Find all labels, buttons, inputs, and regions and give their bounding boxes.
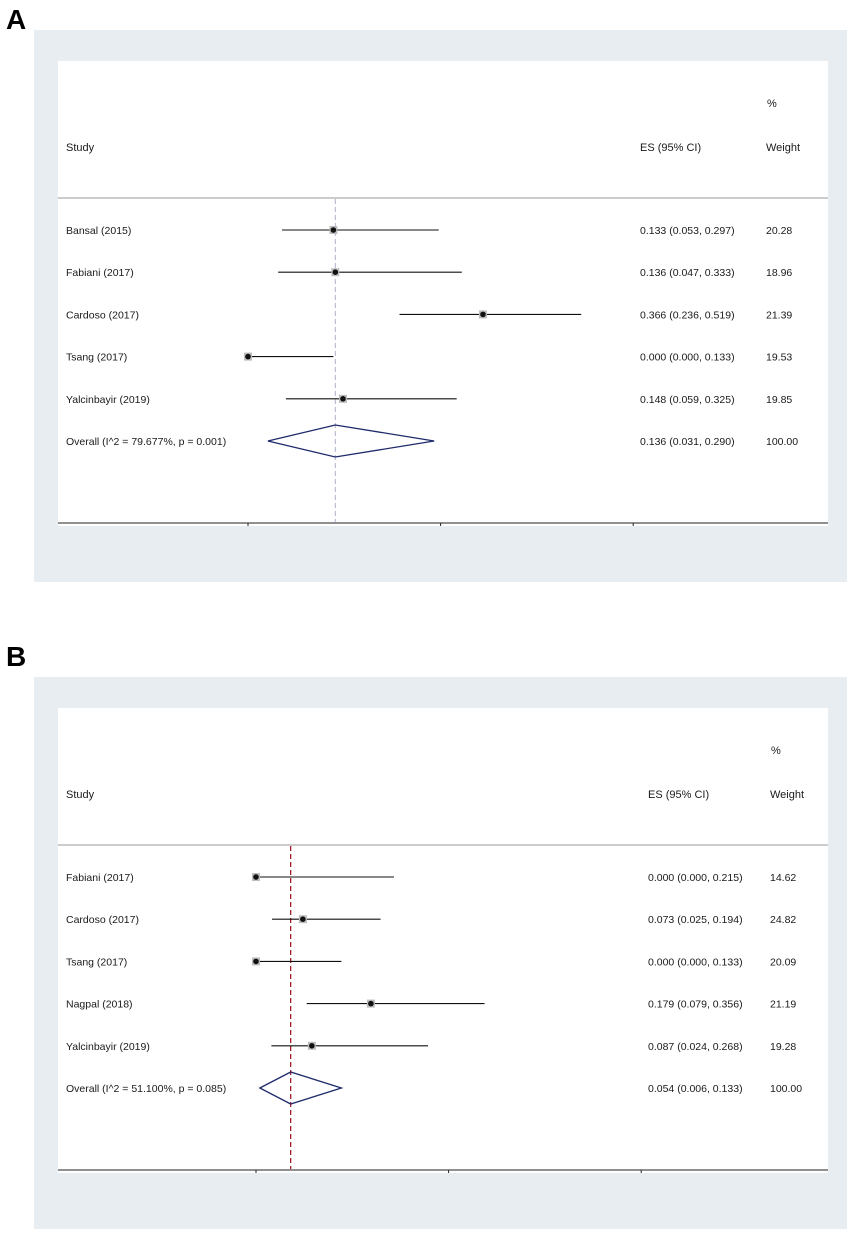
plot-area (58, 61, 828, 526)
study-label: Nagpal (2018) (66, 999, 133, 1011)
study-es-ci: 0.133 (0.053, 0.297) (640, 225, 735, 237)
study-weight: 21.19 (770, 999, 796, 1011)
study-es-ci: 0.073 (0.025, 0.194) (648, 914, 743, 926)
study-label: Cardoso (2017) (66, 309, 139, 321)
study-label: Fabiani (2017) (66, 267, 134, 279)
study-es-ci: 0.000 (0.000, 0.215) (648, 872, 743, 884)
study-es-ci: 0.366 (0.236, 0.519) (640, 309, 735, 321)
study-label: Yalcinbayir (2019) (66, 394, 150, 406)
study-weight: 24.82 (770, 914, 796, 926)
study-weight: 18.96 (766, 267, 792, 279)
study-es-ci: 0.000 (0.000, 0.133) (640, 352, 735, 364)
overall-diamond (267, 424, 435, 458)
study-es-ci: 0.148 (0.059, 0.325) (640, 394, 735, 406)
overall-weight: 100.00 (770, 1083, 802, 1095)
overall-es-ci: 0.136 (0.031, 0.290) (640, 436, 735, 448)
header-weight: Weight (766, 142, 800, 154)
overall-diamond (258, 1071, 344, 1105)
panel-a-letter: A (6, 4, 27, 35)
header-weight: Weight (770, 789, 804, 801)
point-estimate (332, 269, 339, 275)
study-label: Fabiani (2017) (66, 872, 134, 884)
point-estimate (340, 396, 346, 402)
overall-label: Overall (I^2 = 79.677%, p = 0.001) (66, 436, 226, 448)
header-es: ES (95% CI) (640, 142, 701, 154)
study-weight: 19.28 (770, 1041, 796, 1053)
study-es-ci: 0.087 (0.024, 0.268) (648, 1041, 743, 1053)
study-label: Tsang (2017) (66, 956, 127, 968)
study-weight: 20.09 (770, 956, 796, 968)
overall-label: Overall (I^2 = 51.100%, p = 0.085) (66, 1083, 226, 1095)
panel-b-letter: B (6, 641, 27, 672)
study-weight: 20.28 (766, 225, 792, 237)
study-weight: 14.62 (770, 872, 796, 884)
point-estimate (253, 874, 259, 880)
point-estimate (309, 1043, 315, 1049)
study-es-ci: 0.179 (0.079, 0.356) (648, 999, 743, 1011)
study-weight: 19.85 (766, 394, 792, 406)
header-study: Study (66, 789, 95, 801)
point-estimate (330, 227, 337, 233)
plot-area (58, 708, 828, 1173)
study-es-ci: 0.136 (0.047, 0.333) (640, 267, 735, 279)
point-estimate (300, 916, 306, 922)
study-label: Bansal (2015) (66, 225, 131, 237)
header-percent: % (767, 98, 777, 110)
study-label: Tsang (2017) (66, 352, 127, 364)
overall-weight: 100.00 (766, 436, 798, 448)
overall-es-ci: 0.054 (0.006, 0.133) (648, 1083, 743, 1095)
study-label: Cardoso (2017) (66, 914, 139, 926)
header-percent: % (771, 745, 781, 757)
header-es: ES (95% CI) (648, 789, 709, 801)
study-label: Yalcinbayir (2019) (66, 1041, 150, 1053)
point-estimate (253, 958, 259, 965)
point-estimate (368, 1000, 374, 1007)
study-weight: 19.53 (766, 352, 792, 364)
header-study: Study (66, 142, 95, 154)
study-weight: 21.39 (766, 309, 792, 321)
study-es-ci: 0.000 (0.000, 0.133) (648, 956, 743, 968)
point-estimate (245, 353, 251, 360)
point-estimate (480, 311, 486, 318)
